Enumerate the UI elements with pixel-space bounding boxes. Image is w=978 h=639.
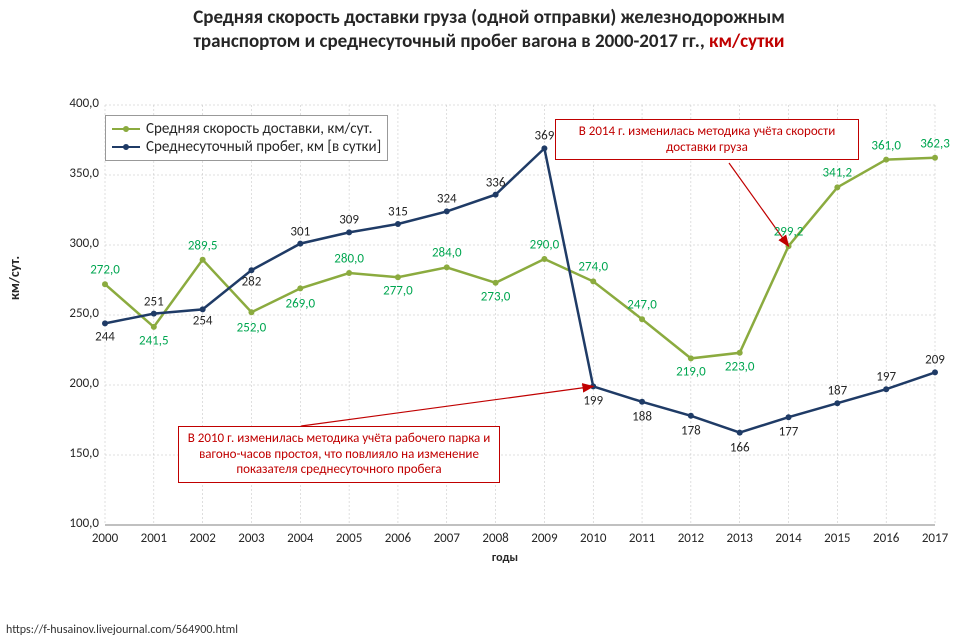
y-axis-label: км/сут. [6, 256, 23, 300]
title-line1: Средняя скорость доставки груза (одной о… [193, 6, 785, 29]
chart-svg [60, 95, 950, 575]
title-line2-accent: км/сутки [709, 30, 784, 53]
chart-title: Средняя скорость доставки груза (одной о… [0, 6, 978, 54]
title-line2-prefix: транспортом и среднесуточный пробег ваго… [194, 30, 710, 53]
plot-area: 100,0150,0200,0250,0300,0350,0400,020002… [60, 95, 950, 575]
source-link: https://f-husainov.livejournal.com/56490… [6, 623, 238, 637]
page: Средняя скорость доставки груза (одной о… [0, 0, 978, 639]
